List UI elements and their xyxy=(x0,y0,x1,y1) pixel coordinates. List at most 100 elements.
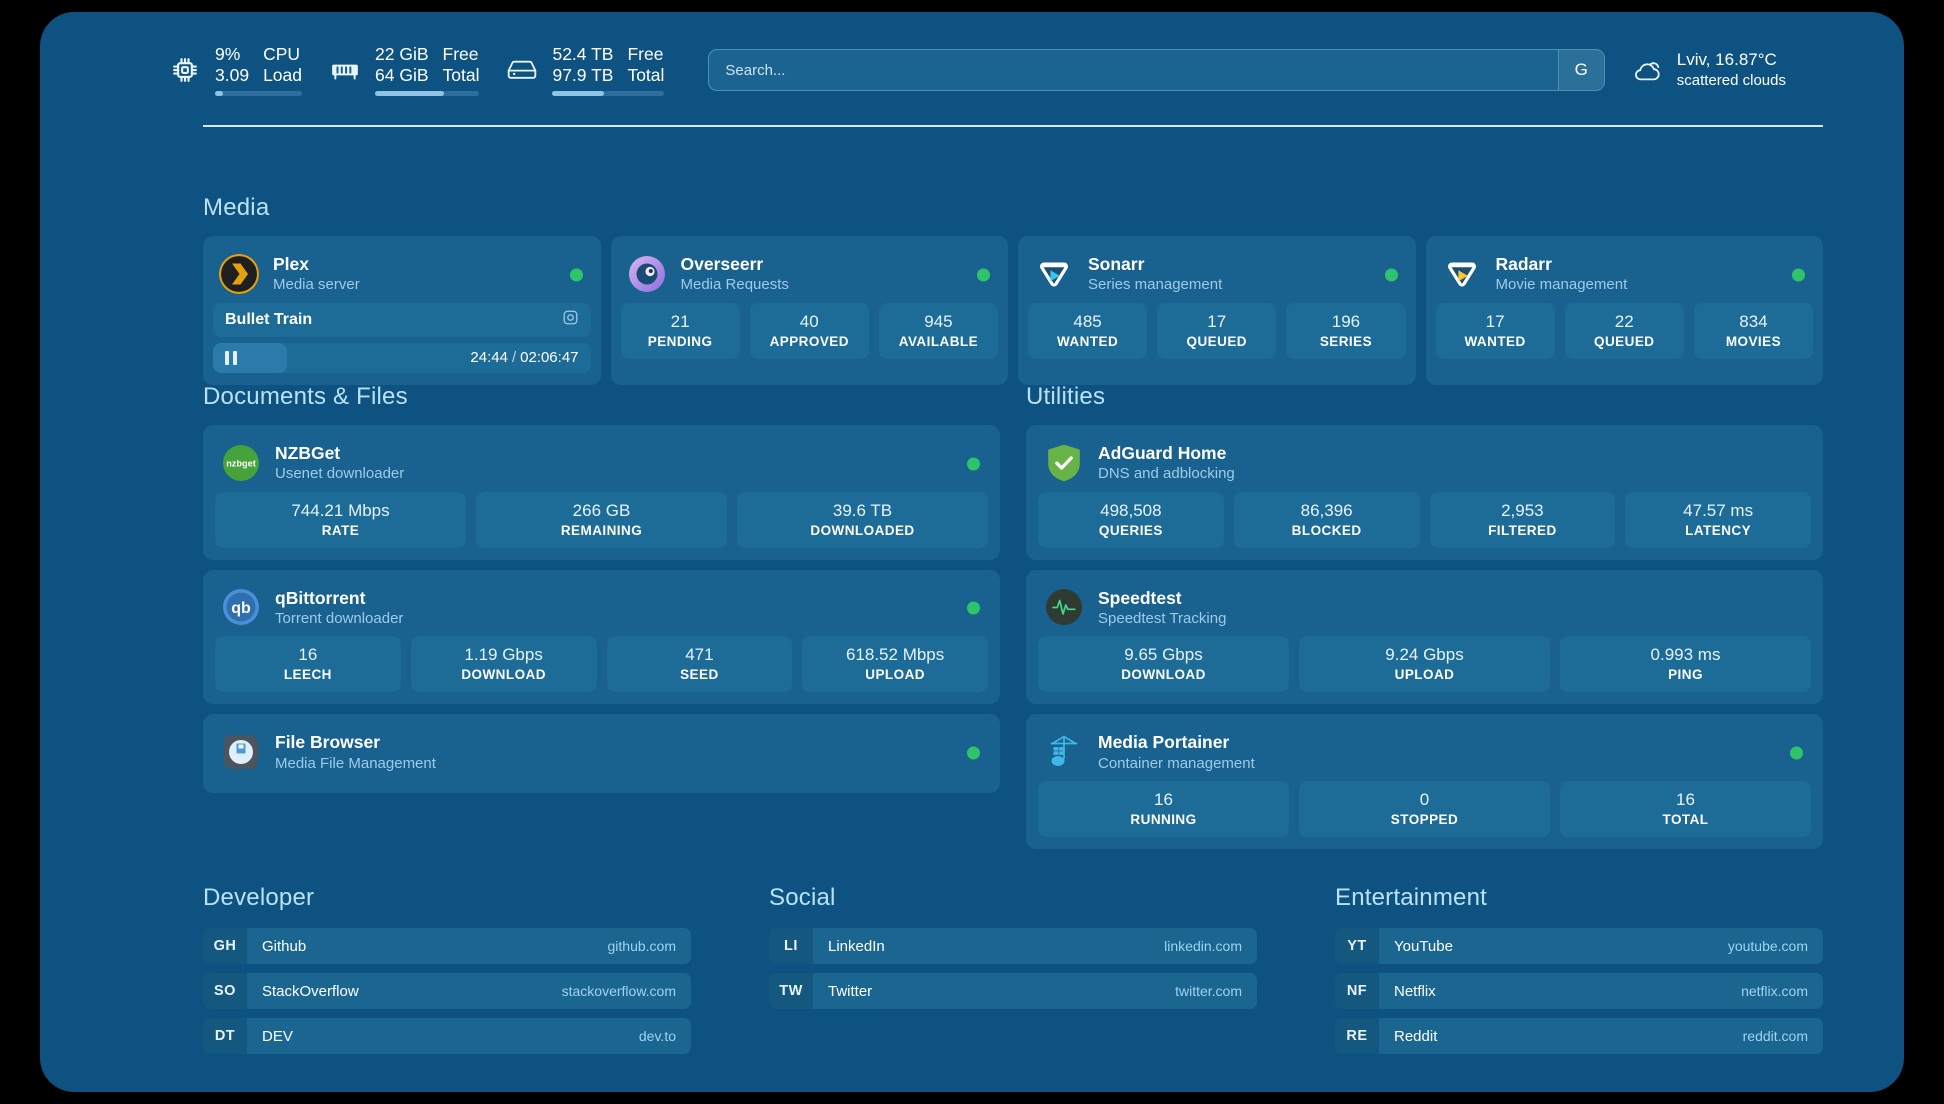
service-card-filebrowser[interactable]: File Browser Media File Management xyxy=(203,714,1000,793)
bookmark-body: DEV dev.to xyxy=(247,1018,691,1054)
sonarr-status-badge xyxy=(1384,268,1398,282)
bookmark-netflix[interactable]: NF Netflix netflix.com xyxy=(1335,973,1823,1009)
portainer-running-value: 16 xyxy=(1154,789,1173,809)
disk-stat-group[interactable]: 52.4 TB 97.9 TB Free Total xyxy=(505,43,665,97)
adguard-logo xyxy=(1044,443,1084,483)
adguard-name: AdGuard Home xyxy=(1098,443,1227,463)
plex-subtitle: Media server xyxy=(273,276,360,294)
search-engine-button[interactable]: G xyxy=(1557,50,1604,90)
overseerr-logo xyxy=(627,254,667,294)
pause-icon[interactable] xyxy=(225,350,237,365)
overseerr-titles: Overseerr Media Requests xyxy=(681,253,789,295)
bookmark-group-social: Social LI LinkedIn linkedin.com TW Twitt… xyxy=(769,884,1257,1063)
cpu-icon xyxy=(168,53,202,87)
qbittorrent-name: qBittorrent xyxy=(275,587,366,608)
service-card-speedtest[interactable]: Speedtest Speedtest Tracking 9.65 Gbps D… xyxy=(1026,569,1823,705)
service-card-portainer[interactable]: Media Portainer Container management 16 … xyxy=(1026,714,1823,849)
plex-titles: Plex Media server xyxy=(273,253,360,295)
stat-available: 945 AVAILABLE xyxy=(878,302,999,359)
adguard-queries-value: 498,508 xyxy=(1100,500,1162,520)
nzbget-logo: nzbget xyxy=(221,443,261,483)
portainer-status-badge xyxy=(1790,746,1803,760)
search-bar[interactable]: G xyxy=(708,49,1605,91)
social-group-title: Social xyxy=(769,884,836,911)
disk-free-value: 52.4 TB xyxy=(552,43,614,64)
plex-card-header: Plex Media server xyxy=(213,247,591,303)
bookmark-abbr: GH xyxy=(203,928,247,964)
nzbget-downloaded-label: DOWNLOADED xyxy=(810,522,915,538)
plex-status-badge xyxy=(569,268,583,282)
settings-icon[interactable] xyxy=(562,309,579,331)
qbittorrent-seed-label: SEED xyxy=(680,667,719,683)
bookmark-stackoverflow[interactable]: SO StackOverflow stackoverflow.com xyxy=(203,973,691,1009)
stat-upload: 9.24 Gbps UPLOAD xyxy=(1299,636,1550,693)
plex-now-playing-title-row: Bullet Train xyxy=(213,302,591,337)
bookmark-youtube[interactable]: YT YouTube youtube.com xyxy=(1335,928,1823,964)
disk-stat-body: 52.4 TB 97.9 TB Free Total xyxy=(552,43,665,97)
plex-duration: 02:06:47 xyxy=(520,349,579,367)
qbittorrent-upload-label: UPLOAD xyxy=(865,667,925,683)
bookmark-body: Github github.com xyxy=(247,928,691,964)
adguard-card-header: AdGuard Home DNS and adblocking xyxy=(1038,436,1811,492)
stat-series: 196 SERIES xyxy=(1286,302,1406,359)
filebrowser-card-header: File Browser Media File Management xyxy=(215,725,988,781)
memory-stat-group[interactable]: 22 GiB 64 GiB Free Total xyxy=(328,44,480,97)
cpu-stat-body: 9% 3.09 CPU Load xyxy=(215,44,302,97)
sonarr-wanted-value: 485 xyxy=(1073,311,1102,331)
plex-logo xyxy=(219,253,259,294)
cloud-icon xyxy=(1631,53,1665,87)
documents-section: Documents & Files nzbget xyxy=(203,383,1000,849)
speedtest-titles: Speedtest Speedtest Tracking xyxy=(1098,587,1226,629)
portainer-total-value: 16 xyxy=(1676,789,1695,809)
qbittorrent-status-badge xyxy=(967,601,980,615)
service-card-radarr[interactable]: Radarr Movie management 17 WANTED 22 QUE… xyxy=(1425,236,1823,385)
plex-time-separator: / xyxy=(511,349,517,367)
nzbget-rate-value: 744.21 Mbps xyxy=(291,500,390,520)
service-card-plex[interactable]: Plex Media server Bullet Train xyxy=(203,236,601,385)
stat-download: 9.65 Gbps DOWNLOAD xyxy=(1038,636,1289,693)
bookmark-github[interactable]: GH Github github.com xyxy=(203,928,691,964)
bookmark-name: LinkedIn xyxy=(828,937,885,955)
qbittorrent-card-header: qb qBittorrent Torrent downloader xyxy=(215,581,988,637)
service-card-overseerr[interactable]: Overseerr Media Requests 21 PENDING 40 A… xyxy=(610,236,1008,385)
memory-stat-body: 22 GiB 64 GiB Free Total xyxy=(375,44,480,97)
stat-downloaded: 39.6 TB DOWNLOADED xyxy=(737,491,988,548)
search-input[interactable] xyxy=(709,50,1558,90)
plex-progress-bar[interactable]: 24:44/02:06:47 xyxy=(213,342,591,373)
bookmark-abbr: SO xyxy=(203,973,247,1009)
bookmark-url: dev.to xyxy=(638,1028,676,1044)
cpu-usage-value: 9% xyxy=(215,43,241,64)
service-card-adguard[interactable]: AdGuard Home DNS and adblocking 498,508 … xyxy=(1026,425,1823,560)
sonarr-queued-label: QUEUED xyxy=(1186,333,1247,349)
stat-queries: 498,508 QUERIES xyxy=(1038,491,1224,548)
bookmark-url: twitter.com xyxy=(1175,983,1242,999)
portainer-card-header: Media Portainer Container management xyxy=(1038,725,1811,781)
bookmark-linkedin[interactable]: LI LinkedIn linkedin.com xyxy=(769,928,1257,964)
stat-rate: 744.21 Mbps RATE xyxy=(215,491,466,548)
bookmark-twitter[interactable]: TW Twitter twitter.com xyxy=(769,973,1257,1009)
filebrowser-logo xyxy=(221,732,261,772)
media-card-grid: Plex Media server Bullet Train xyxy=(203,236,1823,385)
service-card-qbittorrent[interactable]: qb qBittorrent Torrent downloader xyxy=(203,569,1000,705)
stat-upload: 618.52 Mbps UPLOAD xyxy=(802,636,988,693)
plex-name: Plex xyxy=(273,254,309,274)
bookmarks-area: Developer GH Github github.com SO StackO… xyxy=(203,884,1823,1063)
radarr-queued-label: QUEUED xyxy=(1594,333,1655,349)
radarr-wanted-label: WANTED xyxy=(1464,333,1526,349)
bookmark-dev[interactable]: DT DEV dev.to xyxy=(203,1018,691,1054)
dashboard-root: 9% 3.09 CPU Load xyxy=(40,12,1904,1092)
weather-condition: scattered clouds xyxy=(1676,72,1786,90)
service-card-nzbget[interactable]: nzbget NZBGet Usenet downloader 74 xyxy=(203,425,1000,560)
cpu-stat-group[interactable]: 9% 3.09 CPU Load xyxy=(168,44,302,97)
overseerr-name: Overseerr xyxy=(680,254,764,274)
stat-remaining: 266 GB REMAINING xyxy=(476,491,727,548)
weather-widget[interactable]: Lviv, 16.87°C scattered clouds xyxy=(1631,49,1786,91)
service-card-sonarr[interactable]: Sonarr Series management 485 WANTED 17 Q… xyxy=(1018,236,1416,385)
qbittorrent-subtitle: Torrent downloader xyxy=(275,609,404,627)
bookmark-reddit[interactable]: RE Reddit reddit.com xyxy=(1335,1018,1823,1054)
portainer-stats: 16 RUNNING 0 STOPPED 16 TOTAL xyxy=(1038,780,1811,837)
stat-filtered: 2,953 FILTERED xyxy=(1429,491,1616,548)
nzbget-downloaded-value: 39.6 TB xyxy=(832,500,893,520)
nzbget-name: NZBGet xyxy=(275,443,341,463)
bookmark-url: stackoverflow.com xyxy=(561,983,676,999)
